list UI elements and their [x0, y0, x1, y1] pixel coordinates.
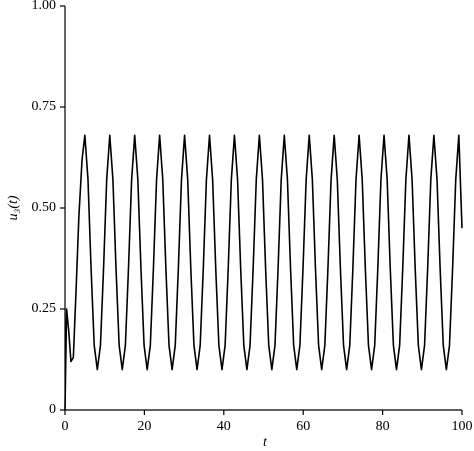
y-axis-label: u₃(t)	[6, 195, 21, 220]
y-tick-label: 0	[49, 402, 56, 417]
x-tick-label: 0	[62, 419, 69, 434]
x-tick-label: 40	[217, 419, 231, 434]
y-tick-label: 0.75	[32, 99, 57, 114]
x-axis-label: t	[263, 435, 268, 450]
x-tick-label: 100	[452, 419, 473, 434]
x-tick-label: 80	[376, 419, 390, 434]
x-tick-label: 60	[296, 419, 310, 434]
y-tick-label: 0.25	[32, 301, 57, 316]
x-tick-label: 20	[137, 419, 151, 434]
line-series	[64, 134, 463, 411]
y-tick-label: 0.50	[32, 200, 57, 215]
y-tick-label: 1.00	[32, 0, 57, 13]
